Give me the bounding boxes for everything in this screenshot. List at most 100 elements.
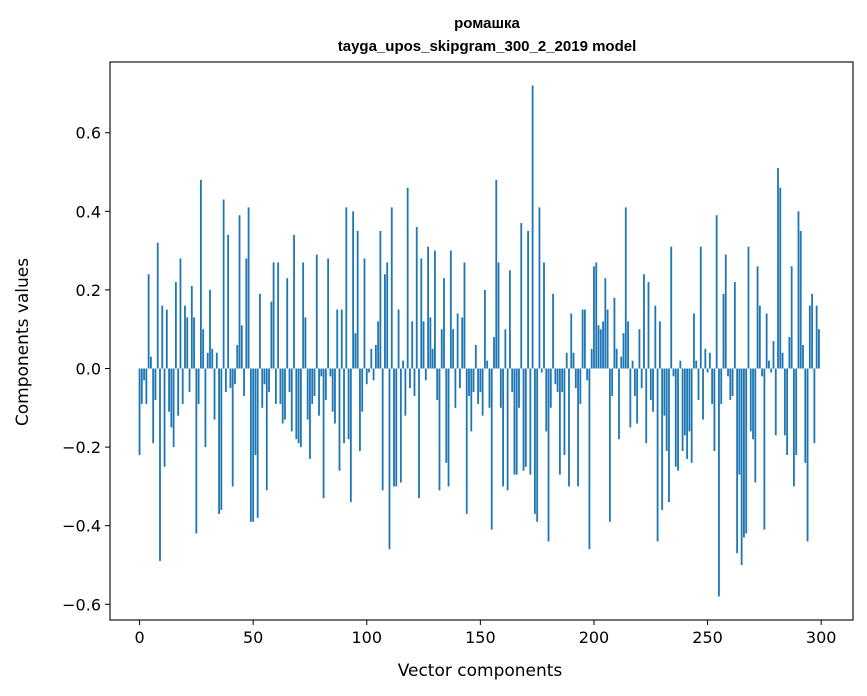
bar [493, 337, 495, 369]
bar [743, 368, 745, 538]
bar [561, 368, 564, 393]
bar [386, 262, 389, 369]
x-tick-label: 50 [243, 628, 263, 647]
bar [345, 207, 348, 369]
bar [640, 368, 643, 389]
bar [365, 368, 368, 385]
bar [729, 368, 732, 400]
bar [552, 293, 554, 369]
bar [777, 168, 779, 369]
bar [231, 368, 234, 487]
bar [647, 282, 650, 369]
y-tick-label: 0.2 [76, 281, 101, 300]
bar [409, 368, 411, 389]
x-tick-label: 100 [351, 628, 382, 647]
bar [318, 368, 320, 416]
bar [468, 368, 470, 397]
bar [202, 329, 205, 369]
bar [211, 348, 214, 369]
bar [354, 333, 357, 369]
bar [393, 368, 395, 487]
bar [645, 368, 648, 444]
bar [604, 278, 607, 369]
bar [456, 313, 459, 369]
bar [704, 348, 707, 369]
bar [565, 352, 568, 369]
bar [490, 368, 493, 530]
bar [665, 368, 668, 452]
bar [638, 329, 641, 369]
bar [390, 207, 393, 369]
bar [756, 266, 759, 369]
bar [461, 317, 464, 369]
bar [222, 199, 225, 369]
bar [286, 278, 289, 369]
bar [602, 321, 604, 369]
bar [281, 368, 284, 424]
bar [504, 329, 507, 369]
bar [613, 297, 616, 369]
bar [340, 309, 343, 369]
bar [288, 368, 291, 393]
bar [586, 368, 589, 381]
bar [531, 85, 534, 369]
bar [209, 289, 211, 369]
x-tick-label: 250 [692, 628, 723, 647]
bar [783, 368, 786, 436]
bar [508, 270, 511, 369]
bar [384, 274, 386, 369]
bar [672, 368, 675, 377]
bar [302, 262, 305, 369]
bar [138, 368, 141, 455]
bar [683, 368, 686, 436]
bar [772, 341, 775, 369]
bar [370, 348, 373, 369]
bar [413, 368, 416, 397]
bar [306, 368, 309, 420]
bar [261, 368, 264, 408]
bar [806, 368, 809, 542]
bar [313, 368, 316, 397]
plot-frame [109, 61, 854, 621]
bar [443, 278, 445, 369]
bar [629, 368, 632, 428]
bar [356, 230, 359, 369]
bar [761, 368, 764, 377]
bar [711, 368, 714, 404]
bar [770, 368, 773, 373]
bar [733, 282, 736, 369]
bar [536, 368, 539, 522]
bar [758, 305, 761, 369]
bar [149, 356, 152, 369]
bar [368, 368, 370, 373]
bar [161, 305, 164, 369]
x-tick-label: 300 [806, 628, 837, 647]
bar [268, 368, 270, 393]
bar [477, 368, 479, 404]
y-axis: −0.6 −0.4 −0.2 0.0 0.2 0.4 0.6 [62, 124, 110, 614]
bar [579, 368, 582, 404]
bar [674, 368, 677, 467]
bar [156, 242, 159, 369]
bar [668, 368, 670, 503]
bar [320, 368, 323, 377]
bar [374, 344, 377, 369]
bar [143, 368, 145, 381]
bar-series [138, 85, 820, 597]
bar [377, 321, 380, 369]
bar [395, 368, 398, 487]
bar [765, 313, 768, 369]
bar [524, 368, 527, 467]
bar [661, 368, 664, 510]
bar [163, 368, 166, 467]
bar [254, 368, 257, 455]
bar [472, 368, 475, 393]
bar [624, 207, 627, 369]
bar [411, 321, 414, 369]
bar [818, 329, 820, 369]
bar [643, 274, 645, 369]
bar [213, 368, 216, 420]
bar [174, 282, 177, 369]
bar [245, 258, 248, 369]
